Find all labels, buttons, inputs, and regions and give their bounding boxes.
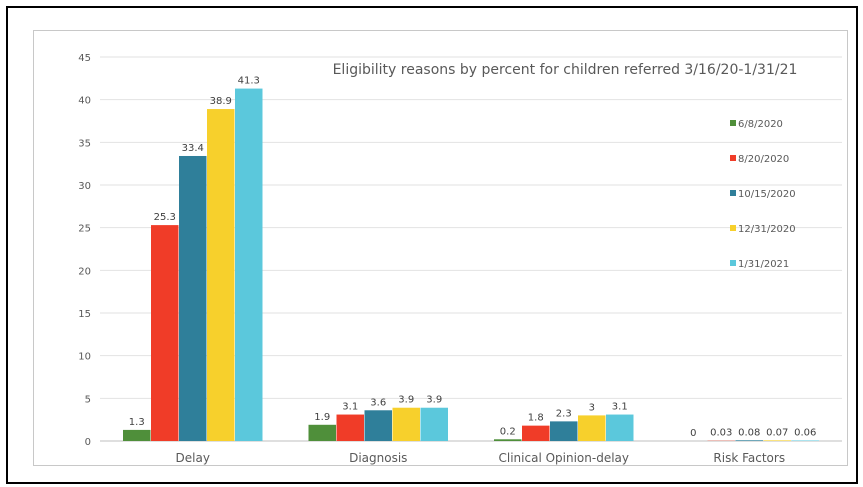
bars: [123, 88, 819, 441]
data-label: 0.08: [738, 427, 760, 438]
data-label: 3.1: [612, 402, 628, 413]
bar: [420, 407, 448, 441]
bar: [606, 414, 634, 441]
data-label: 1.3: [129, 417, 145, 428]
bar: [578, 415, 606, 441]
bar: [763, 440, 791, 441]
data-label: 2.3: [556, 408, 572, 419]
legend-swatch: [730, 155, 736, 161]
legend-swatch: [730, 190, 736, 196]
legend-swatch: [730, 225, 736, 231]
bar: [336, 414, 364, 441]
y-axis-ticks: 0 5 10 15 20 25 30 35 40 45: [78, 53, 91, 448]
data-label: 25.3: [154, 212, 176, 223]
data-label: 0: [690, 428, 696, 439]
data-label: 0.07: [766, 427, 788, 438]
bar: [123, 429, 151, 441]
x-axis-categories: Delay Diagnosis Clinical Opinion-delay Risk…: [176, 451, 786, 465]
y-tick-label: 30: [78, 181, 91, 192]
y-tick-label: 40: [78, 96, 91, 107]
bar: [494, 439, 522, 441]
legend-label: 8/20/2020: [738, 154, 789, 165]
y-tick-label: 45: [78, 53, 91, 64]
data-label: 0.03: [710, 428, 732, 439]
bar: [522, 425, 550, 441]
bar: [392, 407, 420, 441]
bar: [550, 421, 578, 441]
data-label: 41.3: [238, 76, 260, 87]
data-labels: 1.3 25.3 33.4 38.9 41.3 1.9 3.1 3.6 3.9 3.9 0.2 1.8…: [129, 76, 817, 439]
legend-label: 1/31/2021: [738, 259, 789, 270]
data-label: 3.9: [398, 395, 414, 406]
data-label: 3.9: [426, 395, 442, 406]
data-label: 0.2: [500, 426, 516, 437]
y-tick-label: 0: [85, 437, 91, 448]
y-tick-label: 35: [78, 138, 91, 149]
y-tick-label: 25: [78, 224, 91, 235]
data-label: 3.6: [370, 397, 386, 408]
bar: [735, 440, 763, 441]
legend-label: 12/31/2020: [738, 224, 796, 235]
data-label: 38.9: [210, 96, 232, 107]
bar: [364, 410, 392, 441]
category-label: Risk Factors: [713, 451, 785, 465]
category-label: Delay: [176, 451, 210, 465]
bar: [179, 155, 207, 441]
y-tick-label: 20: [78, 266, 91, 277]
legend-swatch: [730, 260, 736, 266]
bar: [308, 424, 336, 441]
data-label: 1.9: [314, 412, 330, 423]
data-label: 33.4: [182, 143, 204, 154]
legend: 6/8/2020 8/20/2020 10/15/2020 12/31/2020 1/3…: [730, 119, 796, 270]
chart-title: Eligibility reasons by percent for child…: [333, 62, 798, 78]
bar: [151, 225, 179, 441]
legend-label: 10/15/2020: [738, 189, 796, 200]
data-label: 3.1: [342, 402, 358, 413]
y-tick-label: 10: [78, 352, 91, 363]
y-tick-label: 5: [85, 394, 91, 405]
bar: [207, 109, 235, 441]
y-tick-label: 15: [78, 309, 91, 320]
data-label: 0.06: [794, 427, 816, 438]
category-label: Diagnosis: [349, 451, 407, 465]
data-label: 3: [589, 402, 595, 413]
legend-label: 6/8/2020: [738, 119, 783, 130]
bar: [791, 440, 819, 441]
bar: [235, 88, 263, 441]
data-label: 1.8: [528, 413, 544, 424]
legend-swatch: [730, 120, 736, 126]
category-label: Clinical Opinion-delay: [499, 451, 630, 465]
